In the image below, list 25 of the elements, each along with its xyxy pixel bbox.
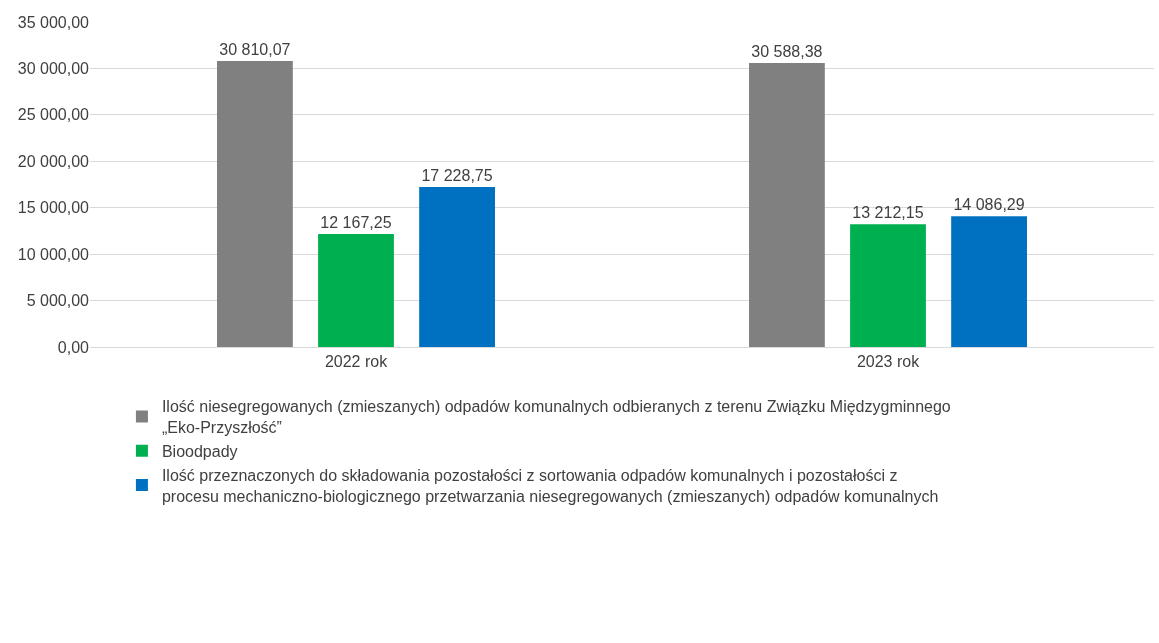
y-tick-label: 35 000,00 [17, 13, 90, 31]
legend-label: Ilość przeznaczonych do składowania pozostałości z sortowania odpadów komunalnych i pozostałości z procesu mechaniczno-biologicznego przetwarzania niesegregowanych (zmieszanych) odpadów komunalnych [161, 466, 939, 505]
data-label: 12 167,25 [320, 214, 392, 232]
y-tick-label: 5 000,00 [26, 292, 90, 310]
data-label: 30 588,38 [751, 42, 823, 60]
bar [318, 234, 394, 347]
y-tick-label: 20 000,00 [17, 152, 90, 170]
y-tick-label: 25 000,00 [17, 106, 90, 124]
bar [217, 60, 293, 347]
data-label: 13 212,15 [852, 204, 924, 222]
data-label: 30 810,07 [219, 40, 291, 58]
legend-label: Ilość niesegregowanych (zmieszanych) odpadów komunalnych odbieranych z terenu Związku Międzygminnego „Eko-Przyszłość” [161, 398, 951, 437]
y-tick-label: 0,00 [57, 338, 90, 356]
bar [951, 216, 1027, 347]
y-tick-label: 30 000,00 [17, 60, 90, 78]
y-tick-label: 10 000,00 [17, 245, 90, 263]
legend-label: Bioodpady [161, 442, 238, 460]
bar [749, 62, 825, 347]
data-label: 14 086,29 [953, 196, 1025, 214]
x-tick-label: 2023 rok [856, 353, 921, 371]
data-label: 17 228,75 [421, 167, 493, 185]
bar [419, 187, 495, 347]
x-tick-label: 2022 rok [324, 353, 389, 371]
bar [850, 224, 926, 347]
y-tick-label: 15 000,00 [17, 199, 90, 217]
